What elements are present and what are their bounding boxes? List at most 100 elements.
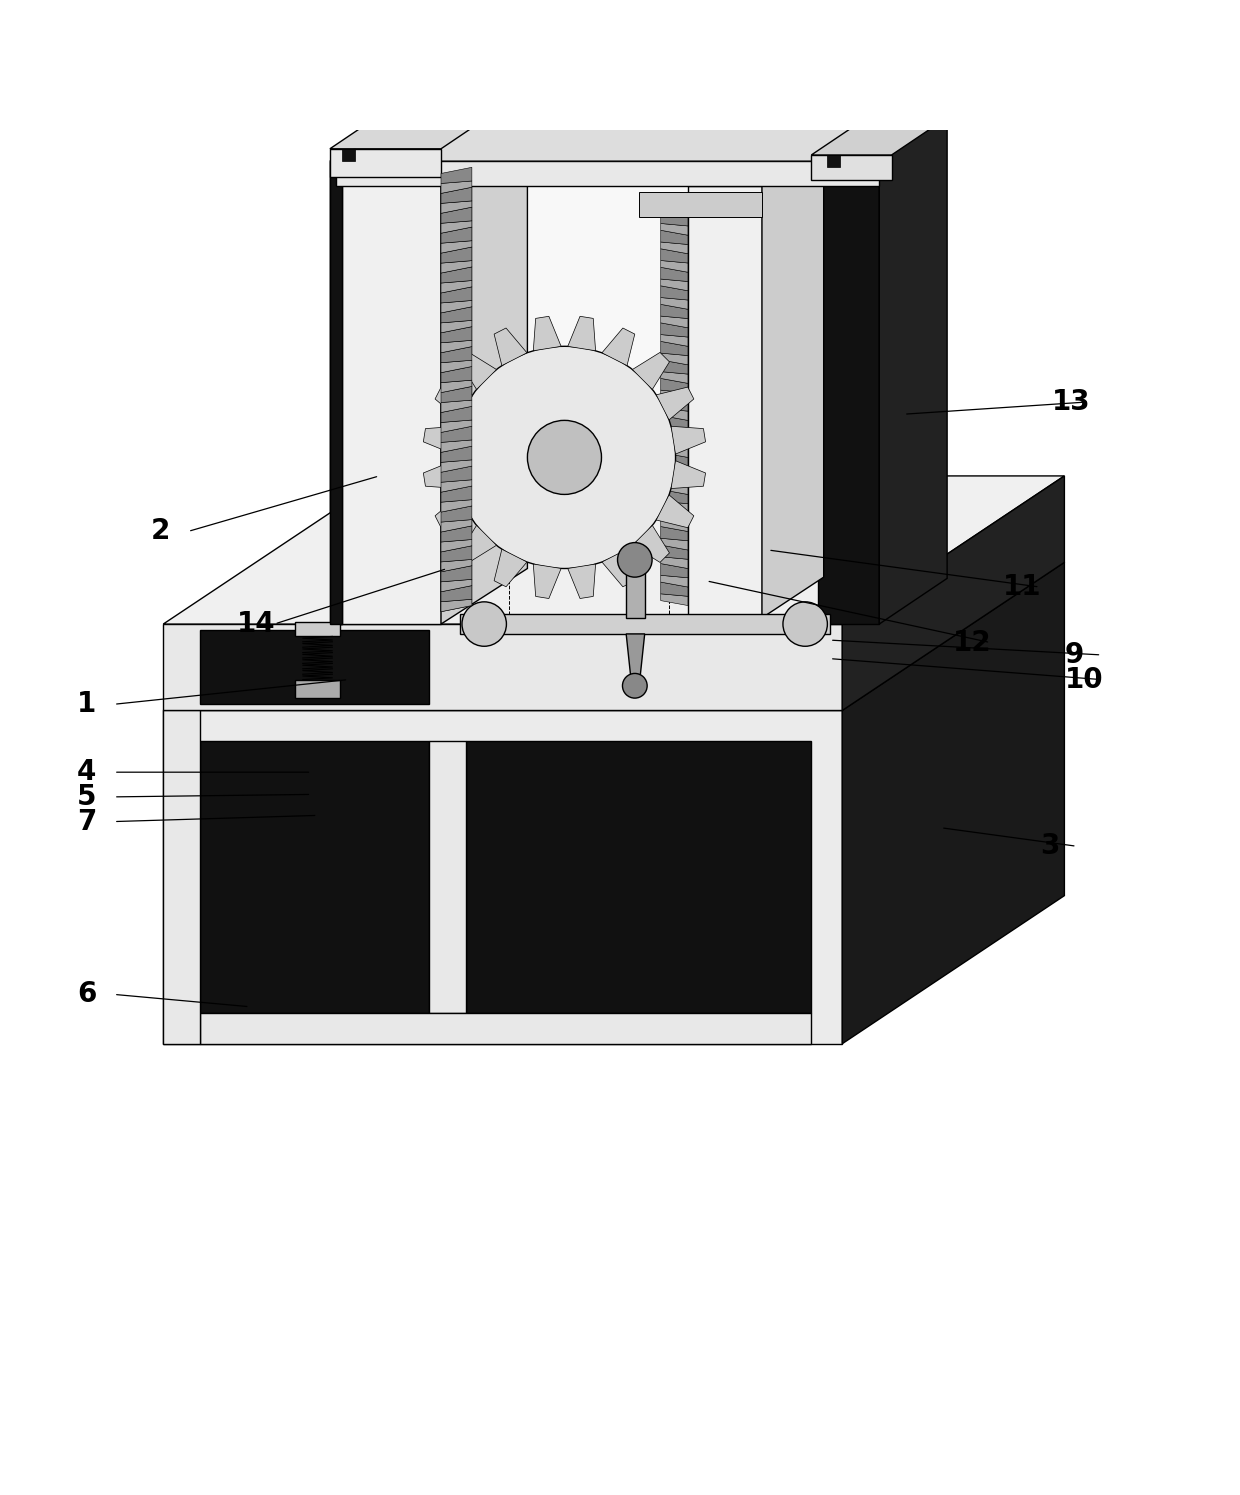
Polygon shape <box>441 241 472 253</box>
Polygon shape <box>441 327 472 342</box>
Polygon shape <box>441 401 472 413</box>
Polygon shape <box>441 306 472 323</box>
Polygon shape <box>466 742 811 1014</box>
Text: 13: 13 <box>1052 387 1091 416</box>
Circle shape <box>622 673 647 698</box>
Polygon shape <box>817 115 947 161</box>
Polygon shape <box>441 520 472 532</box>
Polygon shape <box>656 387 694 420</box>
Polygon shape <box>441 580 472 592</box>
Polygon shape <box>661 508 688 522</box>
Polygon shape <box>441 287 472 303</box>
Polygon shape <box>842 475 1064 710</box>
Polygon shape <box>441 586 472 602</box>
Polygon shape <box>533 317 562 351</box>
Polygon shape <box>626 634 645 692</box>
Polygon shape <box>441 187 472 203</box>
Polygon shape <box>460 353 496 389</box>
Polygon shape <box>330 150 441 178</box>
Polygon shape <box>671 460 706 489</box>
Polygon shape <box>661 463 688 475</box>
Polygon shape <box>661 268 688 281</box>
Polygon shape <box>441 499 472 513</box>
Polygon shape <box>661 582 688 597</box>
Polygon shape <box>441 486 472 502</box>
Polygon shape <box>441 341 472 353</box>
Polygon shape <box>441 586 472 602</box>
Polygon shape <box>661 372 688 383</box>
Polygon shape <box>441 446 472 462</box>
Polygon shape <box>661 556 688 568</box>
Polygon shape <box>817 161 879 623</box>
Polygon shape <box>441 360 472 372</box>
Polygon shape <box>441 505 472 522</box>
Circle shape <box>454 347 676 568</box>
Polygon shape <box>435 387 472 420</box>
Polygon shape <box>330 115 490 150</box>
Polygon shape <box>441 420 472 432</box>
Polygon shape <box>441 559 472 573</box>
Polygon shape <box>661 564 688 577</box>
Polygon shape <box>441 306 472 323</box>
Text: 11: 11 <box>1003 573 1042 601</box>
Polygon shape <box>441 546 472 562</box>
Polygon shape <box>441 260 472 274</box>
Polygon shape <box>336 161 441 623</box>
Polygon shape <box>661 353 688 365</box>
Polygon shape <box>441 320 472 333</box>
Polygon shape <box>441 565 472 582</box>
Text: 3: 3 <box>1039 833 1059 860</box>
Polygon shape <box>494 327 527 366</box>
Polygon shape <box>656 495 694 528</box>
Polygon shape <box>632 353 670 389</box>
Polygon shape <box>827 155 839 167</box>
Polygon shape <box>661 416 688 429</box>
Polygon shape <box>661 471 688 486</box>
Polygon shape <box>661 489 688 504</box>
Polygon shape <box>441 599 472 611</box>
Text: 14: 14 <box>237 610 277 638</box>
Polygon shape <box>441 386 472 402</box>
Polygon shape <box>342 150 355 161</box>
Polygon shape <box>661 453 688 466</box>
Text: 10: 10 <box>1064 665 1104 694</box>
Polygon shape <box>661 223 688 235</box>
Polygon shape <box>441 440 472 453</box>
Polygon shape <box>661 390 688 402</box>
Polygon shape <box>441 520 472 532</box>
Polygon shape <box>441 200 472 214</box>
Polygon shape <box>441 347 472 363</box>
Polygon shape <box>441 407 472 423</box>
Polygon shape <box>441 247 472 263</box>
Polygon shape <box>441 380 472 393</box>
Polygon shape <box>441 546 472 562</box>
Polygon shape <box>842 562 1064 1044</box>
Polygon shape <box>441 260 472 274</box>
Polygon shape <box>661 408 688 420</box>
Polygon shape <box>601 549 635 588</box>
Polygon shape <box>661 212 688 226</box>
Polygon shape <box>441 480 472 492</box>
Polygon shape <box>661 335 688 347</box>
Polygon shape <box>441 486 472 502</box>
Polygon shape <box>441 505 472 522</box>
Polygon shape <box>661 341 688 356</box>
Polygon shape <box>441 480 472 492</box>
Polygon shape <box>201 742 429 1014</box>
Polygon shape <box>441 300 472 312</box>
Polygon shape <box>441 167 472 184</box>
Polygon shape <box>164 710 201 1044</box>
Polygon shape <box>460 614 830 634</box>
Polygon shape <box>879 115 947 623</box>
Polygon shape <box>441 227 472 244</box>
Polygon shape <box>423 460 458 489</box>
Polygon shape <box>441 366 472 383</box>
Polygon shape <box>330 161 342 623</box>
Polygon shape <box>661 305 688 318</box>
Polygon shape <box>164 623 842 710</box>
Polygon shape <box>626 556 645 617</box>
Polygon shape <box>661 378 688 393</box>
Circle shape <box>782 602 827 646</box>
Polygon shape <box>661 526 688 541</box>
Polygon shape <box>661 546 688 559</box>
